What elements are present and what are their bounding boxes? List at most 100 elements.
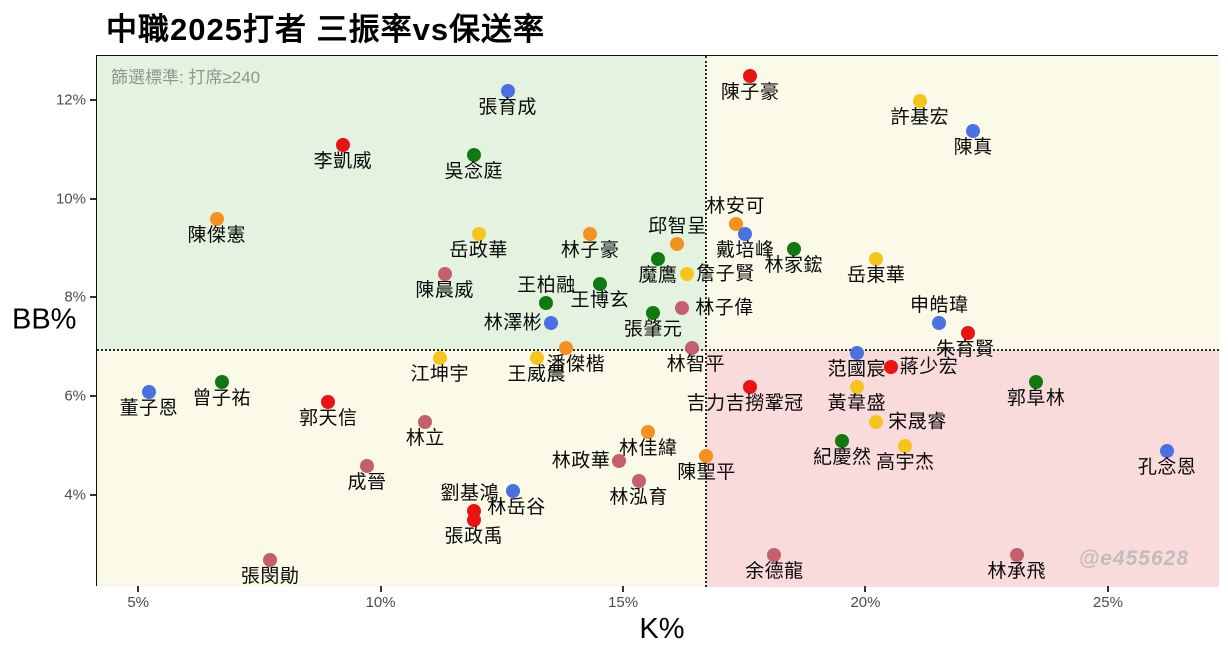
data-point <box>835 434 850 449</box>
data-point <box>699 449 714 464</box>
x-tick-label: 20% <box>850 594 881 611</box>
quadrant-bottom-left <box>97 349 707 587</box>
point-label: 陳子豪 <box>720 82 780 104</box>
data-point <box>966 123 981 138</box>
data-point <box>263 552 278 567</box>
point-label: 陳聖平 <box>677 462 736 484</box>
y-tick-mark <box>90 493 96 496</box>
point-label: 曾子祐 <box>192 388 251 410</box>
data-point <box>743 380 758 395</box>
point-label: 張閔勛 <box>240 565 300 587</box>
y-tick-mark <box>90 98 96 101</box>
x-tick-label: 25% <box>1092 594 1123 611</box>
point-label: 江坤宇 <box>410 363 470 385</box>
point-label: 朱育賢 <box>936 338 995 360</box>
data-point <box>1009 547 1024 562</box>
data-point <box>1029 375 1044 390</box>
y-tick-mark <box>90 296 96 299</box>
data-point <box>209 212 224 227</box>
point-label: 吉力吉撈鞏冠 <box>686 393 804 415</box>
data-point <box>466 148 481 163</box>
point-label: 申皓瑋 <box>909 294 969 316</box>
point-label: 宋晟睿 <box>888 411 947 433</box>
y-tick-label: 6% <box>64 387 86 405</box>
point-label: 張育成 <box>478 97 537 119</box>
point-label: 林子偉 <box>695 297 754 319</box>
data-point <box>912 93 927 108</box>
point-label: 高宇杰 <box>876 452 935 474</box>
point-label: 魔鷹 <box>638 264 678 286</box>
data-point <box>869 251 884 266</box>
quadrant-bottom-right <box>706 349 1219 587</box>
point-label: 張政禹 <box>444 526 503 548</box>
data-point <box>738 227 753 242</box>
data-point <box>592 276 607 291</box>
point-label: 林泓育 <box>609 486 668 508</box>
x-tick-mark <box>137 586 140 592</box>
point-label: 許基宏 <box>890 106 950 128</box>
point-label: 王威晨 <box>507 363 567 385</box>
data-point <box>418 414 433 429</box>
point-label: 張肇元 <box>623 319 683 341</box>
x-tick-mark <box>379 586 382 592</box>
data-point <box>214 375 229 390</box>
data-point <box>1160 444 1175 459</box>
data-point <box>651 251 665 266</box>
point-label: 林承飛 <box>987 560 1047 582</box>
data-point <box>437 266 452 281</box>
data-point <box>684 340 699 355</box>
x-tick-mark <box>622 586 625 592</box>
point-label: 林智平 <box>666 353 726 375</box>
point-label: 林子豪 <box>560 240 620 262</box>
data-point <box>631 473 646 488</box>
data-point <box>471 227 486 242</box>
data-point <box>849 345 864 360</box>
data-point <box>432 350 447 365</box>
data-point <box>539 296 554 311</box>
data-point <box>767 547 782 562</box>
x-tick-mark <box>1106 586 1109 592</box>
data-point <box>558 340 573 355</box>
point-label: 林立 <box>405 427 445 449</box>
data-point <box>932 315 947 330</box>
x-tick-label: 10% <box>365 594 396 611</box>
point-label: 林安可 <box>706 196 765 218</box>
point-label: 董子恩 <box>119 398 179 420</box>
point-label: 岳政華 <box>449 240 508 262</box>
watermark-text: @e455628 <box>1078 547 1189 570</box>
data-point <box>675 301 690 316</box>
point-label: 林澤彬 <box>483 312 543 334</box>
y-tick-label: 4% <box>64 486 86 504</box>
filter-caption: 篩選標準: 打席≥240 <box>111 68 261 87</box>
point-label: 吳念庭 <box>444 161 503 183</box>
point-label: 陳傑憲 <box>187 225 247 247</box>
data-point <box>360 459 375 474</box>
data-point <box>641 424 656 439</box>
point-label: 郭阜林 <box>1006 388 1066 410</box>
point-label: 劉基鴻 <box>440 482 499 504</box>
x-tick-label: 5% <box>127 594 150 611</box>
point-label: 王柏融 <box>517 275 576 297</box>
data-point <box>583 227 598 242</box>
y-tick-mark <box>90 395 96 397</box>
y-tick-label: 10% <box>55 190 86 208</box>
data-point <box>849 380 864 395</box>
data-point <box>883 360 898 375</box>
point-label: 紀慶然 <box>812 447 872 469</box>
point-label: 余德龍 <box>745 560 804 582</box>
point-label: 蔣少宏 <box>899 356 959 378</box>
data-point <box>612 454 627 469</box>
data-point <box>898 439 913 454</box>
data-point <box>321 394 336 409</box>
point-label: 李凱威 <box>313 151 373 173</box>
plot-panel: 篩選標準: 打席≥240 @e455628 張育成 陳子豪 許基宏 陳真 李凱威 吳念庭陳… <box>96 55 1219 587</box>
avg-k-reference-line <box>705 56 708 587</box>
point-label: 郭天信 <box>299 407 358 429</box>
data-point <box>786 241 801 256</box>
y-axis-title: BB% <box>12 303 77 336</box>
data-point <box>141 385 156 400</box>
point-label: 戴培峰 <box>716 240 775 262</box>
y-tick-label: 12% <box>55 91 86 109</box>
data-point <box>646 306 661 321</box>
